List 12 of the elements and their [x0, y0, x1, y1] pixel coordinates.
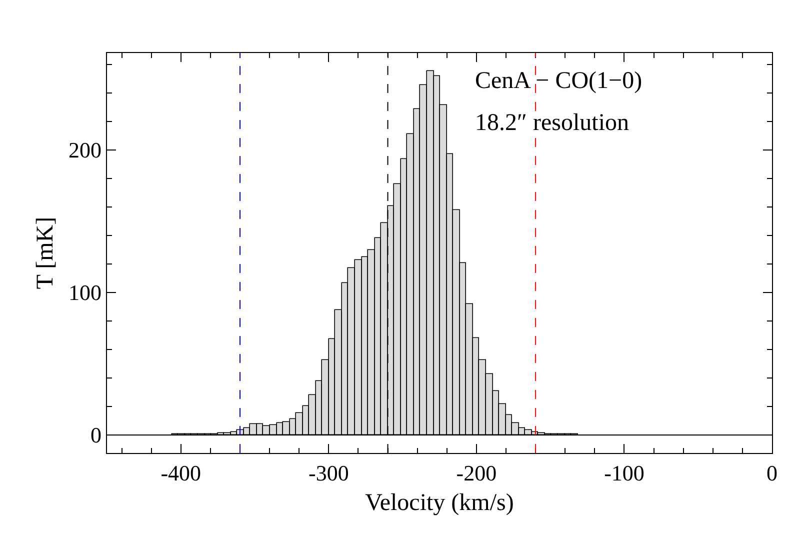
y-axis-title: T [mK]	[32, 216, 59, 290]
x-axis-title: Velocity (km/s)	[365, 490, 514, 516]
x-tick-label: -100	[604, 460, 644, 486]
y-tick-label: 200	[68, 138, 102, 163]
x-tick-label: 0	[766, 460, 778, 486]
x-tick-label: -200	[456, 460, 497, 486]
x-tick-label: -400	[160, 460, 202, 486]
x-tick-label: -300	[308, 460, 349, 486]
y-tick-label: 0	[90, 422, 102, 448]
annotation: CenA − CO(1−0)	[475, 68, 642, 94]
annotation: 18.2″ resolution	[475, 110, 629, 136]
y-tick-label: 100	[68, 280, 102, 306]
